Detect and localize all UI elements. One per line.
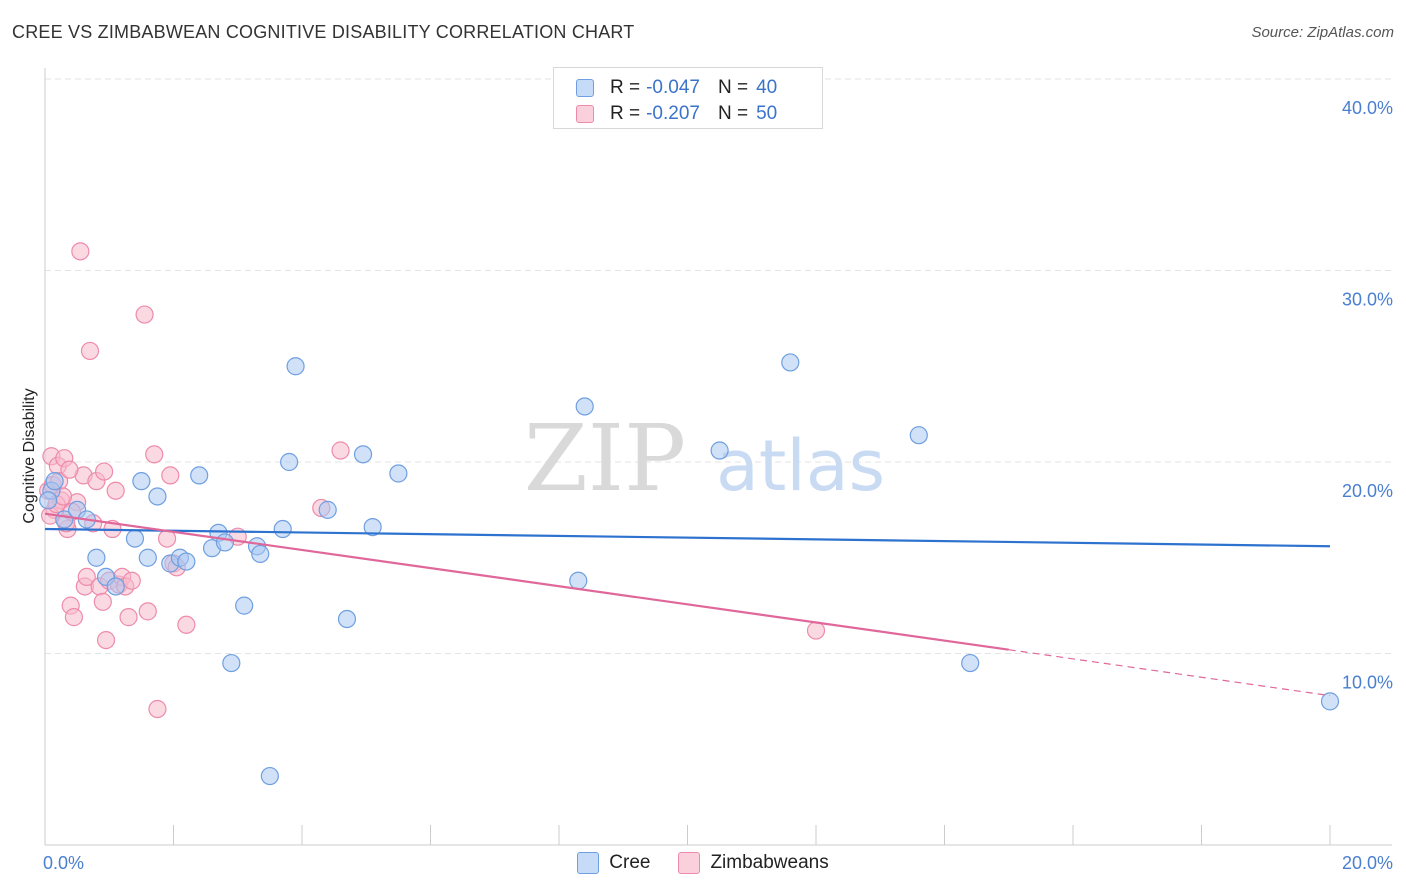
zimbabweans-trend-line: [44, 512, 1009, 651]
zimbabweans-point: [161, 466, 180, 485]
stats-legend: R = -0.047 N = 40 R = -0.207 N = 50: [553, 67, 823, 129]
cree-trend-line: [44, 527, 1331, 548]
cree-point: [909, 426, 928, 445]
y-tick-label: 30.0%: [1342, 290, 1393, 310]
zimbabweans-point: [145, 445, 164, 464]
cree-point: [337, 609, 357, 629]
x-tick-label-start: 0.0%: [43, 853, 84, 873]
watermark-atlas: atlas: [716, 425, 885, 507]
watermark-zip: ZIP: [524, 405, 686, 512]
watermark: ZIP atlas: [524, 405, 885, 512]
series-legend: Cree Zimbabweans: [0, 852, 1406, 874]
legend-row-zimbabweans: R = -0.207 N = 50: [576, 102, 777, 126]
cree-point: [569, 571, 588, 590]
cree-r-value: -0.047: [646, 77, 700, 98]
cree-legend-label: Cree: [609, 852, 651, 873]
cree-legend-swatch: [577, 852, 600, 874]
cree-point: [148, 487, 167, 506]
zimbabweans-point: [106, 481, 125, 500]
zimbabweans-point: [122, 571, 141, 590]
n-label: N =: [717, 103, 749, 124]
zimbabweans-point: [93, 592, 112, 611]
zimbabweans-point: [148, 699, 167, 719]
cree-point: [132, 472, 151, 491]
zimbabweans-point: [77, 567, 96, 587]
cree-point: [87, 548, 106, 567]
points-layer: [39, 242, 1340, 786]
zimbabweans-point: [60, 460, 79, 479]
zimbabweans-n-value: 50: [756, 103, 778, 124]
cree-swatch: [576, 79, 594, 97]
cree-point: [389, 464, 408, 483]
legend-item-zimbabweans[interactable]: Zimbabweans: [678, 852, 829, 874]
cree-point: [286, 357, 305, 376]
cree-point: [125, 529, 145, 548]
y-tick-label: 40.0%: [1342, 98, 1393, 118]
zimbabweans-point: [80, 341, 100, 361]
zimbabweans-point: [806, 621, 826, 640]
cree-point: [710, 441, 729, 460]
zimbabweans-point: [119, 608, 138, 627]
cree-point: [177, 552, 196, 571]
zimbabweans-point: [138, 602, 157, 621]
cree-point: [1320, 692, 1340, 711]
zimbabweans-point: [96, 630, 116, 650]
legend-item-cree[interactable]: Cree: [577, 852, 650, 874]
cree-point: [222, 653, 241, 673]
cree-point: [235, 596, 254, 615]
y-tick-label: 10.0%: [1342, 673, 1393, 693]
cree-point: [781, 353, 800, 372]
cree-point: [280, 452, 299, 472]
zimbabweans-swatch: [576, 105, 594, 123]
trend-layer: [44, 512, 1331, 697]
zimbabweans-point: [95, 462, 114, 481]
zimbabweans-legend-swatch: [678, 852, 701, 874]
zimbabweans-point: [64, 608, 84, 627]
cree-point: [363, 518, 382, 537]
y-axis-label: Cognitive Disability: [21, 388, 38, 523]
grid-layer: [45, 78, 1392, 654]
zimbabweans-point: [331, 441, 350, 460]
zimbabweans-point: [71, 242, 90, 261]
chart-title: CREE VS ZIMBABWEAN COGNITIVE DISABILITY …: [12, 22, 635, 42]
n-label: N =: [717, 77, 749, 98]
cree-point: [260, 766, 279, 786]
r-label: R =: [610, 77, 641, 98]
legend-row-cree: R = -0.047 N = 40: [576, 76, 777, 100]
tick-layer: 10.0% 20.0% 30.0% 40.0% 0.0% 20.0%: [43, 98, 1393, 873]
cree-point: [961, 653, 980, 673]
cree-point: [251, 544, 270, 564]
cree-point: [273, 519, 292, 539]
x-tick-label-end: 20.0%: [1342, 853, 1393, 873]
cree-point: [39, 491, 58, 510]
cree-point: [106, 577, 125, 596]
cree-point: [190, 466, 209, 485]
r-label: R =: [610, 103, 641, 124]
y-tick-label: 20.0%: [1342, 481, 1393, 501]
cree-point: [45, 472, 64, 491]
zimbabweans-r-value: -0.207: [646, 103, 700, 124]
cree-point: [575, 397, 594, 416]
cree-point: [215, 533, 234, 552]
cree-point: [138, 548, 157, 567]
zimbabweans-trend-extension: [1008, 649, 1331, 697]
cree-point: [318, 500, 337, 519]
source-label: Source: ZipAtlas.com: [1251, 24, 1394, 41]
cree-point: [353, 445, 373, 464]
cree-n-value: 40: [756, 77, 778, 98]
zimbabweans-point: [177, 615, 196, 634]
zimbabweans-point: [135, 305, 154, 324]
zimbabweans-legend-label: Zimbabweans: [710, 852, 829, 873]
